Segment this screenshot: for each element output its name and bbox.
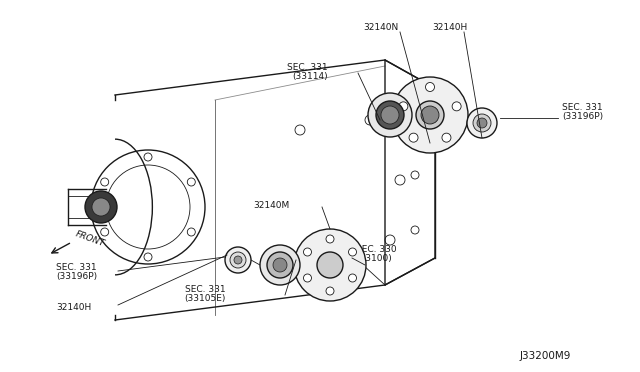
Circle shape xyxy=(399,102,408,111)
Circle shape xyxy=(144,253,152,261)
Text: SEC. 331: SEC. 331 xyxy=(186,285,226,295)
Circle shape xyxy=(294,229,366,301)
Circle shape xyxy=(381,106,399,124)
Text: SEC. 331: SEC. 331 xyxy=(287,62,328,71)
Circle shape xyxy=(349,248,356,256)
Circle shape xyxy=(100,178,109,186)
Circle shape xyxy=(260,245,300,285)
Circle shape xyxy=(392,77,468,153)
Circle shape xyxy=(368,93,412,137)
Circle shape xyxy=(303,248,312,256)
Circle shape xyxy=(92,198,110,216)
Circle shape xyxy=(100,228,109,236)
Circle shape xyxy=(477,118,487,128)
Text: 32140N: 32140N xyxy=(364,23,399,32)
Circle shape xyxy=(303,274,312,282)
Text: FRONT: FRONT xyxy=(74,230,106,248)
Text: SEC. 331: SEC. 331 xyxy=(562,103,603,112)
Circle shape xyxy=(376,101,404,129)
Circle shape xyxy=(234,256,242,264)
Circle shape xyxy=(144,153,152,161)
Text: 32140H: 32140H xyxy=(433,23,468,32)
Text: SEC. 331: SEC. 331 xyxy=(56,263,97,272)
Text: (33100): (33100) xyxy=(356,254,392,263)
Text: J33200M9: J33200M9 xyxy=(520,351,571,361)
Circle shape xyxy=(416,101,444,129)
Circle shape xyxy=(467,108,497,138)
Text: (33114): (33114) xyxy=(292,71,328,80)
Circle shape xyxy=(188,178,195,186)
Text: 32140M: 32140M xyxy=(253,202,290,211)
Circle shape xyxy=(317,252,343,278)
Text: (33196P): (33196P) xyxy=(562,112,603,122)
Circle shape xyxy=(349,274,356,282)
Circle shape xyxy=(230,252,246,268)
Circle shape xyxy=(452,102,461,111)
Circle shape xyxy=(326,287,334,295)
Circle shape xyxy=(273,258,287,272)
Circle shape xyxy=(409,133,418,142)
Circle shape xyxy=(188,228,195,236)
Circle shape xyxy=(326,235,334,243)
Circle shape xyxy=(267,252,293,278)
Text: (33105E): (33105E) xyxy=(184,295,226,304)
Text: 32140H: 32140H xyxy=(56,304,92,312)
Circle shape xyxy=(426,83,435,92)
Circle shape xyxy=(442,133,451,142)
Text: SEC. 330: SEC. 330 xyxy=(356,246,397,254)
Text: (33196P): (33196P) xyxy=(56,272,97,280)
Circle shape xyxy=(225,247,251,273)
Circle shape xyxy=(473,114,491,132)
Circle shape xyxy=(85,191,117,223)
Circle shape xyxy=(421,106,439,124)
